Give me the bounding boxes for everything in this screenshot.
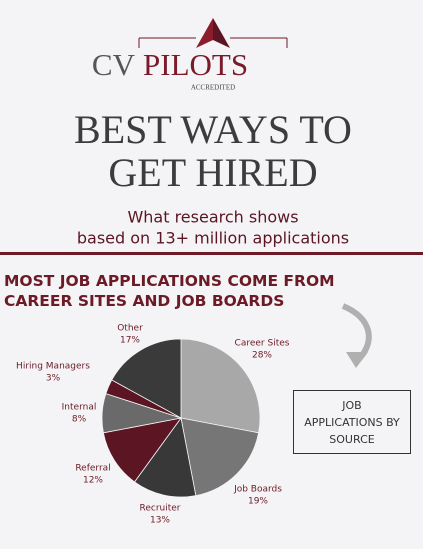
slice-label: Other: [117, 324, 143, 334]
slice: [180, 338, 261, 434]
subtitle-line: based on 13+ million applications: [77, 229, 349, 248]
slice-value: 12%: [83, 476, 103, 486]
slice-label: Internal: [62, 403, 97, 413]
logo-wing: [213, 18, 230, 48]
slice-label: Referral: [75, 464, 110, 474]
slice-value: 17%: [120, 336, 140, 346]
slice-label: Job Boards: [233, 485, 282, 495]
slice-label: Career Sites: [235, 339, 290, 349]
arrow-head: [346, 352, 368, 368]
slice: [111, 338, 182, 419]
slice-label: Hiring Managers: [16, 362, 90, 372]
subtitle-line: What research shows: [127, 208, 298, 227]
arrow: [341, 303, 372, 363]
pie: Career Sites 28% Job Boards 19% Recruiter 13%…: [16, 324, 290, 526]
chart-title: JOB APPLICATIONS BY SOURCE: [293, 390, 411, 454]
accredited: ACCREDITED: [191, 84, 235, 92]
slice-value: 13%: [150, 516, 170, 526]
slice: [102, 417, 182, 483]
divider: [0, 252, 423, 255]
logo-wing: [196, 18, 213, 48]
slice-label: Recruiter: [139, 504, 180, 514]
slice: [180, 417, 260, 497]
slice: [134, 417, 197, 498]
slice-value: 8%: [72, 415, 87, 425]
title-line: GET HIRED: [108, 150, 317, 195]
slice-value: 19%: [248, 497, 268, 507]
brand: CV PILOTS: [92, 47, 248, 82]
slice-value: 28%: [252, 351, 272, 361]
slice-value: 3%: [46, 374, 61, 384]
title-line: BEST WAYS TO: [74, 107, 352, 152]
section-heading: MOST JOB APPLICATIONS COME FROM CAREER S…: [4, 272, 335, 310]
logo-bracket: [138, 37, 288, 48]
brand-left: CV: [92, 47, 136, 82]
brand-right: PILOTS: [143, 47, 248, 82]
